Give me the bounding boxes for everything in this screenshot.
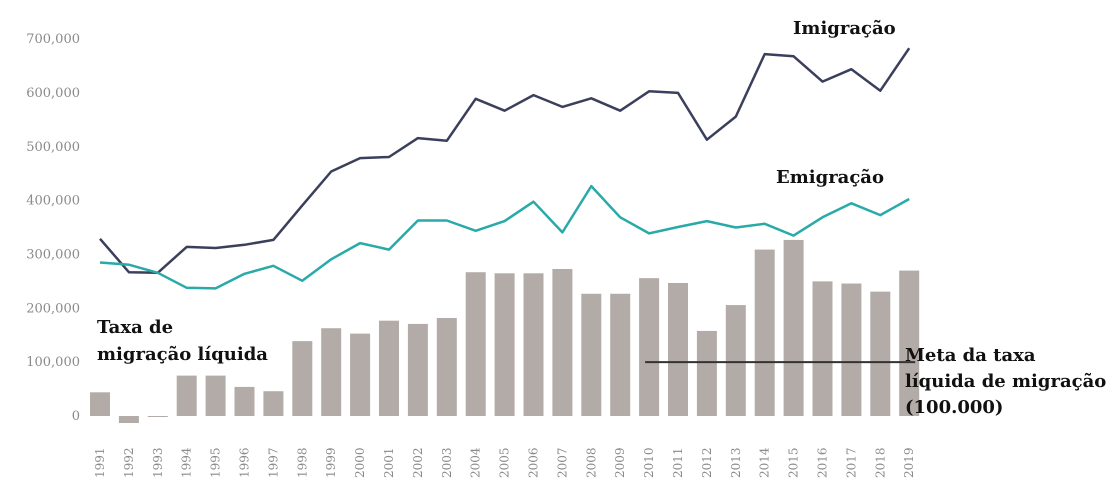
label-target-line-3: (100.000)	[905, 397, 1003, 418]
x-tick-label: 2017	[844, 447, 858, 478]
x-tick-label: 1997	[266, 447, 280, 478]
x-tick-label: 2014	[758, 447, 772, 478]
x-tick-label: 2000	[353, 447, 367, 478]
x-tick-label: 2015	[787, 447, 801, 478]
y-tick-label: 600,000	[26, 86, 80, 101]
x-tick-label: 1992	[122, 447, 136, 478]
emigracao-line	[99, 184, 910, 290]
x-axis: 1991 1992 1993 1994 1995 1996 1997 1998 1999 2000…	[93, 447, 916, 478]
x-tick-label: 2010	[642, 447, 656, 478]
y-axis: 0 100,000 200,000 300,000 400,000 500,000 600,…	[26, 32, 80, 424]
net-migration-bar	[783, 239, 804, 416]
y-tick-label: 400,000	[26, 194, 80, 209]
net-migration-bar	[379, 320, 399, 416]
label-net-migration-line-2: migração líquida	[97, 344, 268, 365]
net-migration-bar	[639, 278, 660, 416]
net-migration-bar	[494, 273, 515, 416]
net-migration-bar	[350, 333, 371, 416]
net-migration-bar	[234, 386, 255, 416]
net-migration-bar	[321, 328, 342, 416]
net-migration-bars	[90, 239, 920, 424]
net-migration-bar	[581, 293, 602, 416]
y-tick-label: 0	[72, 409, 80, 424]
y-tick-label: 100,000	[26, 355, 80, 370]
y-tick-label: 500,000	[26, 140, 80, 155]
x-tick-label: 2004	[469, 447, 483, 478]
net-migration-bar	[465, 272, 486, 416]
net-migration-bar	[668, 282, 688, 416]
label-target-line-2: líquida de migração	[905, 371, 1106, 392]
x-tick-label: 2011	[671, 447, 685, 478]
x-tick-label: 1991	[93, 447, 107, 478]
x-tick-label: 1996	[238, 447, 252, 478]
label-emigracao: Emigração	[776, 167, 884, 188]
net-migration-bar	[754, 249, 775, 416]
net-migration-bar	[118, 416, 139, 424]
net-migration-bar	[147, 416, 168, 417]
annotations: Imigração Emigração Taxa de migração líq…	[97, 18, 1106, 418]
x-tick-label: 2003	[440, 447, 454, 478]
imigracao-line	[99, 47, 911, 275]
net-migration-bar	[870, 291, 891, 416]
label-imigracao: Imigração	[793, 18, 896, 39]
x-tick-label: 2005	[498, 447, 512, 478]
x-tick-label: 1995	[209, 447, 223, 478]
net-migration-bar	[90, 392, 110, 416]
net-migration-bar	[205, 375, 226, 416]
x-tick-label: 2019	[902, 447, 916, 478]
net-migration-bar	[436, 317, 457, 416]
x-tick-label: 2006	[527, 447, 541, 478]
label-target-line-1: Meta da taxa	[905, 345, 1036, 366]
x-tick-label: 1998	[295, 447, 309, 478]
net-migration-bar	[552, 268, 573, 416]
net-migration-bar	[841, 283, 862, 416]
x-tick-label: 1993	[151, 447, 165, 478]
net-migration-bar	[610, 293, 631, 416]
net-migration-bar	[899, 270, 920, 416]
net-migration-bar	[407, 323, 428, 416]
y-tick-label: 200,000	[26, 301, 80, 316]
x-tick-label: 2013	[729, 447, 743, 478]
x-tick-label: 2009	[613, 447, 627, 478]
x-tick-label: 2018	[873, 447, 887, 478]
x-tick-label: 2007	[555, 447, 569, 478]
x-tick-label: 1994	[180, 447, 194, 478]
x-tick-label: 2016	[816, 447, 830, 478]
x-tick-label: 1999	[324, 447, 338, 478]
label-net-migration-line-1: Taxa de	[97, 317, 173, 338]
x-tick-label: 2008	[584, 447, 598, 478]
series-lines	[99, 47, 911, 290]
y-tick-label: 300,000	[26, 247, 80, 262]
net-migration-bar	[725, 305, 746, 416]
net-migration-bar	[812, 281, 833, 416]
x-tick-label: 2012	[700, 447, 714, 478]
net-migration-bar	[263, 391, 284, 416]
net-migration-bar	[696, 330, 717, 416]
x-tick-label: 2002	[411, 447, 425, 478]
y-tick-label: 700,000	[26, 32, 80, 47]
net-migration-bar	[292, 341, 313, 416]
x-tick-label: 2001	[382, 447, 396, 478]
net-migration-bar	[176, 375, 197, 416]
net-migration-bar	[523, 273, 544, 416]
